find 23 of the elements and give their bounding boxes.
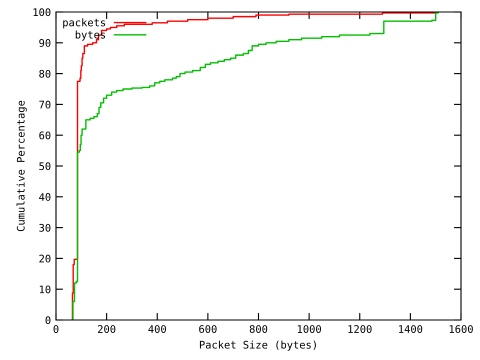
x-tick-label: 800 bbox=[250, 325, 268, 333]
x-axis-title: Packet Size (bytes) bbox=[200, 340, 316, 351]
y-axis-title: Cumulative Percentage bbox=[16, 100, 27, 232]
x-tick-label: 200 bbox=[98, 325, 116, 333]
y-tick-label: 60 bbox=[39, 131, 50, 140]
y-tick-label: 40 bbox=[39, 193, 50, 201]
x-tick-label: 400 bbox=[148, 325, 166, 333]
x-tick-label: 1000 bbox=[298, 325, 321, 333]
x-tick-label: 1400 bbox=[399, 325, 422, 333]
x-tick-label: 1200 bbox=[348, 325, 372, 333]
y-tick-label: 70 bbox=[39, 100, 50, 109]
legend-label: packets bbox=[63, 18, 106, 28]
y-tick-label: 10 bbox=[40, 285, 50, 294]
x-tick-label: 600 bbox=[199, 325, 217, 333]
x-tick-label: 1600 bbox=[450, 325, 473, 333]
y-tick-label: 90 bbox=[39, 39, 50, 47]
y-tick-label: 80 bbox=[39, 70, 50, 78]
x-tick-label: 0 bbox=[54, 325, 58, 333]
y-tick-label: 20 bbox=[39, 254, 50, 263]
y-tick-label: 50 bbox=[39, 162, 50, 170]
y-tick-label: 100 bbox=[34, 8, 50, 16]
y-tick-label: 30 bbox=[39, 224, 50, 232]
y-tick-label: 0 bbox=[46, 316, 50, 324]
